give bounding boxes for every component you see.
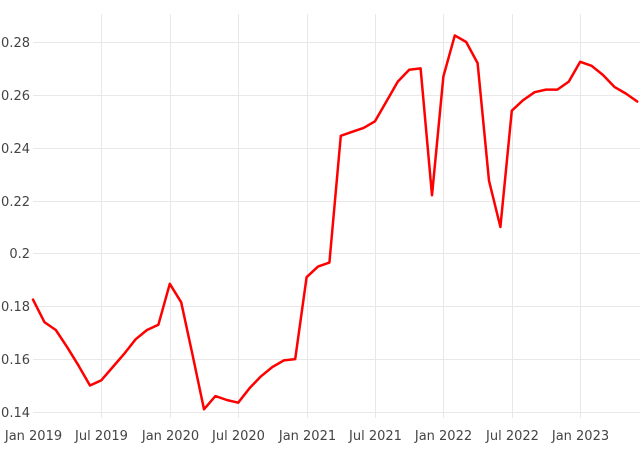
x-tick-label: Jan 2021 xyxy=(278,429,336,444)
x-tick-label: Jul 2021 xyxy=(348,429,402,444)
y-tick-label: 0.18 xyxy=(1,300,30,315)
y-tick-label: 0.22 xyxy=(1,195,30,210)
x-tick-label: Jul 2022 xyxy=(485,429,539,444)
x-tick-label: Jan 2019 xyxy=(4,429,62,444)
x-axis-tick-labels: Jan 2019 Jul 2019 Jan 2020 Jul 2020 Jan 2021… xyxy=(4,429,609,444)
y-tick-label: 0.26 xyxy=(1,89,30,104)
y-tick-label: 0.16 xyxy=(1,353,30,368)
series-line xyxy=(31,34,639,411)
x-tick-label: Jul 2019 xyxy=(74,429,128,444)
y-tick-label: 0.24 xyxy=(1,142,30,157)
x-tick-label: Jan 2020 xyxy=(141,429,199,444)
x-tick-label: Jan 2022 xyxy=(414,429,472,444)
y-tick-label: 0.28 xyxy=(1,36,30,51)
gridlines xyxy=(33,14,640,418)
x-tick-label: Jan 2023 xyxy=(551,429,609,444)
y-tick-label: 0.14 xyxy=(1,406,30,421)
plot-area[interactable] xyxy=(33,14,640,418)
y-tick-label: 0.2 xyxy=(9,247,30,262)
y-axis-tick-labels: 0.14 0.16 0.18 0.2 0.22 0.24 0.26 0.28 xyxy=(1,36,30,421)
x-tick-label: Jul 2020 xyxy=(211,429,265,444)
